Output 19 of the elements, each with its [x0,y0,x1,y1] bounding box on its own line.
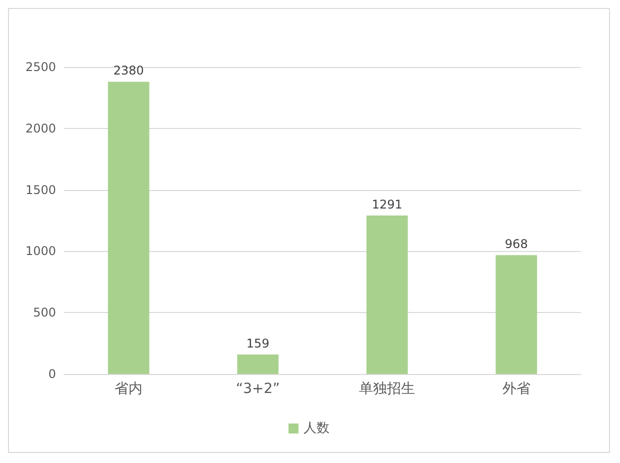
x-tick-label: 单独招生 [359,381,416,397]
bar [237,354,279,374]
data-label: 159 [246,336,270,350]
data-label: 1291 [372,197,402,212]
x-tick-label: 省内 [114,381,143,397]
y-tick-label: 500 [33,306,56,320]
y-tick-label: 2000 [25,121,56,136]
data-label: 2380 [113,64,144,78]
y-tick-label: 0 [48,367,56,381]
x-tick-label: 外省 [502,381,530,397]
y-tick-label: 1000 [25,244,56,258]
x-tick-label: “3+2” [236,381,280,397]
bar [366,215,408,374]
bar [108,82,150,374]
data-label: 968 [504,237,528,252]
legend-label: 人数 [304,421,330,436]
y-tick-label: 1500 [25,182,56,197]
bar [496,255,538,374]
y-tick-label: 2500 [25,60,56,74]
